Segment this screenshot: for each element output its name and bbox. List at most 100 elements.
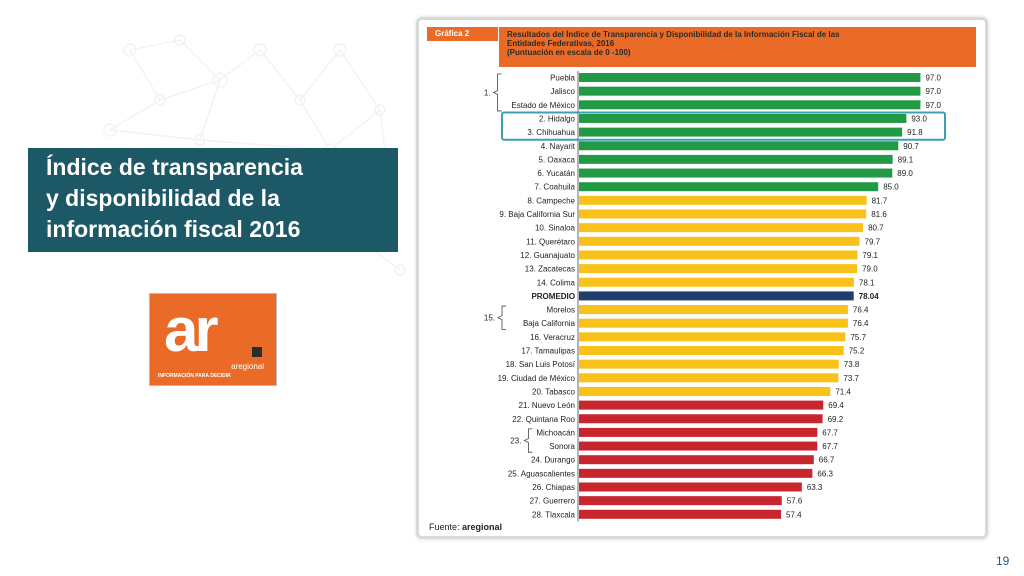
value-label-28: 66.7 bbox=[819, 456, 835, 465]
bar-7 bbox=[579, 168, 893, 178]
rank-bracket-1 bbox=[497, 305, 506, 330]
bar-24 bbox=[579, 400, 824, 410]
value-label-29: 66.3 bbox=[817, 469, 833, 478]
category-label-32: 28. Tlaxcala bbox=[532, 510, 576, 519]
bar-26 bbox=[579, 427, 818, 437]
logo-name: aregional bbox=[231, 362, 264, 371]
bar-2 bbox=[579, 100, 921, 110]
value-label-20: 75.2 bbox=[849, 347, 865, 356]
chart-source: Fuente: aregional bbox=[429, 522, 502, 532]
bar-15 bbox=[579, 277, 854, 287]
slide-title: Índice de transparencia y disponibilidad… bbox=[28, 148, 398, 252]
category-label-20: 17. Tamaulipas bbox=[521, 347, 575, 356]
bar-10 bbox=[579, 209, 867, 219]
category-label-23: 20. Tabasco bbox=[532, 387, 576, 396]
bar-31 bbox=[579, 496, 782, 506]
aregional-logo: ar aregional INFORMACIÓN PARA DECIDIR bbox=[149, 293, 277, 386]
value-label-24: 69.4 bbox=[828, 401, 844, 410]
category-label-17: Morelos bbox=[547, 306, 575, 315]
slide-title-line-1: Índice de transparencia bbox=[46, 154, 303, 180]
value-label-31: 57.6 bbox=[787, 497, 803, 506]
category-label-12: 11. Querétaro bbox=[526, 237, 575, 246]
category-label-8: 7. Coahuila bbox=[535, 183, 576, 192]
bar-8 bbox=[579, 182, 879, 192]
chart-title: Resultados del Índice de Transparencia y… bbox=[499, 27, 976, 67]
category-label-10: 9. Baja California Sur bbox=[499, 210, 575, 219]
bar-21 bbox=[579, 359, 839, 369]
rank-bracket-2 bbox=[523, 428, 533, 453]
bar-9 bbox=[579, 195, 867, 205]
value-label-19: 75.7 bbox=[850, 333, 866, 342]
rank-label-1: 15. bbox=[484, 314, 495, 323]
category-label-3: 2. Hidalgo bbox=[539, 114, 576, 123]
bar-32 bbox=[579, 509, 782, 519]
category-label-31: 27. Guerrero bbox=[530, 497, 576, 506]
bar-29 bbox=[579, 468, 813, 478]
value-label-4: 91.8 bbox=[907, 128, 923, 137]
rank-label-2: 23. bbox=[510, 437, 521, 446]
bar-3 bbox=[579, 113, 907, 123]
category-label-5: 4. Nayarit bbox=[541, 142, 576, 151]
bar-17 bbox=[579, 305, 848, 315]
value-label-16: 78.04 bbox=[859, 292, 880, 301]
value-label-6: 89.1 bbox=[898, 155, 914, 164]
value-label-30: 63.3 bbox=[807, 483, 823, 492]
value-label-10: 81.6 bbox=[871, 210, 887, 219]
bar-4 bbox=[579, 127, 903, 137]
bar-27 bbox=[579, 441, 818, 451]
bar-12 bbox=[579, 236, 860, 246]
bar-16 bbox=[579, 291, 854, 301]
category-label-29: 25. Aguascalientes bbox=[508, 469, 575, 478]
value-label-25: 69.2 bbox=[828, 415, 844, 424]
value-label-18: 76.4 bbox=[853, 319, 869, 328]
category-label-19: 16. Veracruz bbox=[530, 333, 575, 342]
category-label-28: 24. Durango bbox=[531, 456, 576, 465]
bar-30 bbox=[579, 482, 802, 492]
category-label-1: Jalisco bbox=[551, 87, 576, 96]
value-label-1: 97.0 bbox=[925, 87, 941, 96]
value-label-9: 81.7 bbox=[872, 196, 888, 205]
page-number: 19 bbox=[996, 554, 1010, 568]
category-label-26: Michoacán bbox=[536, 428, 575, 437]
source-name: aregional bbox=[462, 522, 503, 532]
bar-5 bbox=[579, 141, 899, 151]
category-label-24: 21. Nuevo León bbox=[519, 401, 576, 410]
value-label-17: 76.4 bbox=[853, 306, 869, 315]
rank-label-0: 1. bbox=[484, 88, 491, 97]
value-label-8: 85.0 bbox=[883, 183, 899, 192]
value-label-21: 73.8 bbox=[844, 360, 860, 369]
logo-dot bbox=[252, 347, 262, 357]
value-label-26: 67.7 bbox=[822, 428, 838, 437]
value-label-0: 97.0 bbox=[925, 74, 941, 83]
category-label-27: Sonora bbox=[549, 442, 575, 451]
bar-13 bbox=[579, 250, 858, 260]
category-label-9: 8. Campeche bbox=[527, 196, 575, 205]
value-label-5: 90.7 bbox=[903, 142, 919, 151]
value-label-7: 89.0 bbox=[897, 169, 913, 178]
category-label-6: 5. Oaxaca bbox=[539, 155, 576, 164]
bar-1 bbox=[579, 86, 921, 96]
bar-22 bbox=[579, 373, 839, 383]
value-label-11: 80.7 bbox=[868, 224, 884, 233]
chart-figure-label: Gráfica 2 bbox=[427, 27, 498, 41]
bar-6 bbox=[579, 154, 893, 164]
category-label-16: PROMEDIO bbox=[531, 292, 575, 301]
value-label-2: 97.0 bbox=[925, 101, 941, 110]
chart-title-line-3: (Puntuación en escala de 0 -100) bbox=[507, 48, 631, 57]
category-label-15: 14. Colima bbox=[537, 278, 576, 287]
logo-tagline: INFORMACIÓN PARA DECIDIR bbox=[158, 373, 231, 379]
bar-11 bbox=[579, 223, 864, 233]
slide-title-line-3: información fiscal 2016 bbox=[46, 216, 301, 242]
category-label-22: 19. Ciudad de México bbox=[498, 374, 576, 383]
bar-0 bbox=[579, 73, 921, 82]
category-label-0: Puebla bbox=[550, 74, 575, 83]
source-prefix: Fuente: bbox=[429, 522, 460, 532]
value-label-32: 57.4 bbox=[786, 510, 802, 519]
value-label-14: 79.0 bbox=[862, 265, 878, 274]
bar-14 bbox=[579, 264, 858, 274]
category-label-2: Estado de México bbox=[511, 101, 575, 110]
bar-28 bbox=[579, 455, 814, 465]
category-label-13: 12. Guanajuato bbox=[520, 251, 575, 260]
value-label-12: 79.7 bbox=[865, 237, 881, 246]
